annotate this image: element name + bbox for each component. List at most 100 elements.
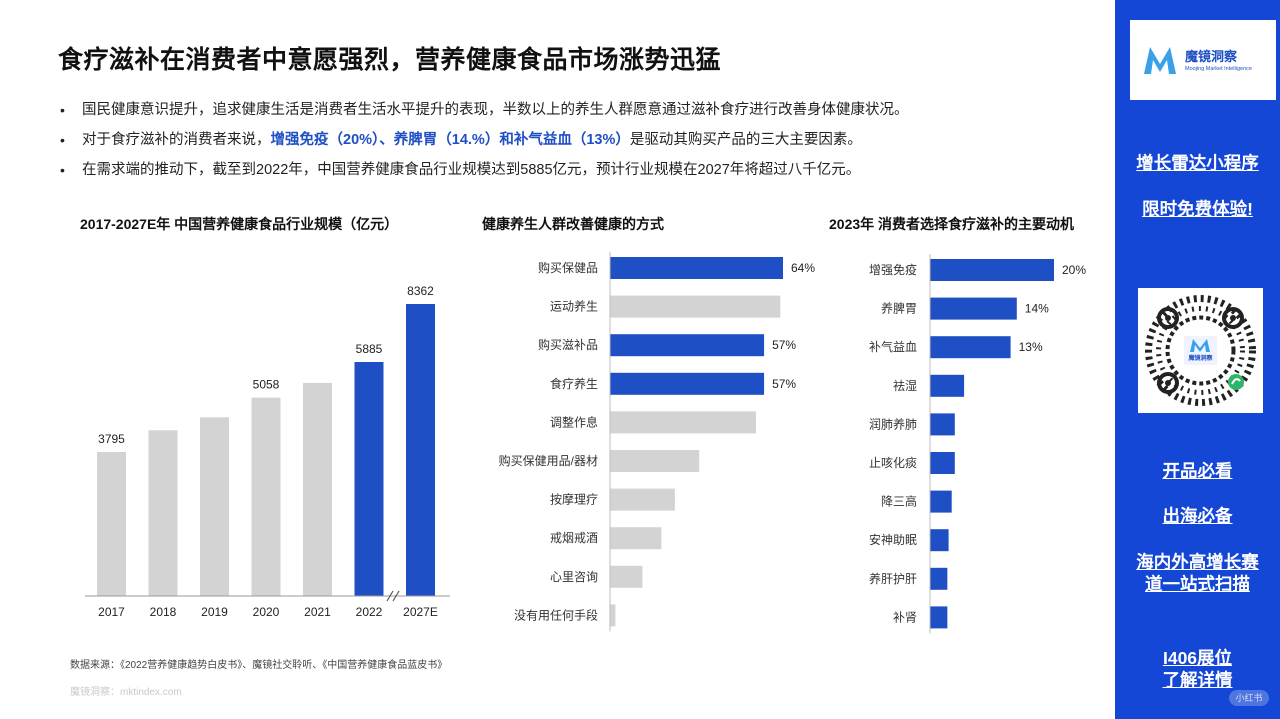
bar-1 <box>610 295 781 318</box>
bullet-dot: • <box>60 162 65 178</box>
axis-break-mark <box>386 590 394 602</box>
watermark: 魔镜洞察：mktindex.com <box>70 687 182 698</box>
bar-4 <box>930 413 955 436</box>
bullet-dot: • <box>60 132 65 148</box>
data-label-2: 57% <box>772 338 796 352</box>
bullet-dot: • <box>60 102 65 118</box>
bar-0 <box>610 257 783 279</box>
logo-m-icon <box>1144 47 1176 74</box>
bullet-item-2: • 对于食疗滋补的消费者来说，增强免疫（20%）、养脾胃（14.%）和补气益血（… <box>58 125 1108 155</box>
category-label-2: 补气益血 <box>869 339 917 354</box>
category-label-0: 购买保健品 <box>538 260 598 275</box>
qr-center-label: 魔镜洞察 <box>1188 356 1213 362</box>
page-title: 食疗滋补在消费者中意愿强烈，营养健康食品市场涨势迅猛 <box>58 46 722 74</box>
category-label-5: 止咳化痰 <box>869 455 917 470</box>
data-label-3: 57% <box>772 377 796 391</box>
bar-6 <box>610 488 675 511</box>
data-label-2020: 5058 <box>253 378 280 392</box>
chart2-title: 健康养生人群改善健康的方式 <box>482 216 664 232</box>
promo-miniprogram-link[interactable]: 增长雷达小程序 <box>1136 153 1259 173</box>
category-label-1: 运动养生 <box>550 299 598 314</box>
category-label-6: 降三高 <box>881 494 917 509</box>
bullet-text-pre: 对于食疗滋补的消费者来说， <box>82 132 271 148</box>
data-label-1: 14% <box>1025 302 1049 316</box>
category-label-5: 购买保健用品/器材 <box>499 453 598 468</box>
category-label-7: 安神助眠 <box>869 532 917 547</box>
booth-link-line1[interactable]: I406展位 <box>1162 648 1233 668</box>
category-label-2: 购买滋补品 <box>538 337 598 352</box>
tick-label-2017: 2017 <box>98 605 125 619</box>
bar-3 <box>610 372 765 395</box>
bar-2 <box>930 336 1011 359</box>
link-overseas[interactable]: 出海必备 <box>1162 506 1233 526</box>
tick-label-2020: 2020 <box>253 605 280 619</box>
bar-2020 <box>251 397 281 596</box>
link-product-selection[interactable]: 开品必看 <box>1162 461 1233 481</box>
bar-2022 <box>354 362 384 596</box>
logo: 魔镜洞察 Moojing Market Intelligence <box>1130 20 1276 100</box>
tick-label-2027E: 2027E <box>403 605 438 619</box>
bar-5 <box>610 450 700 472</box>
axis-break-mark <box>392 590 400 602</box>
data-label-0: 64% <box>791 261 815 275</box>
category-label-8: 养肝护肝 <box>869 571 917 586</box>
category-label-8: 心里咨询 <box>550 569 598 584</box>
data-source: 数据来源：《2022营养健康趋势白皮书》、魔镜社交聆听、《中国营养健康食品蓝皮书… <box>70 660 448 671</box>
data-label-2022: 5885 <box>356 342 383 356</box>
bar-8 <box>930 567 948 590</box>
bar-2027E <box>406 304 435 596</box>
category-label-9: 补肾 <box>893 610 917 624</box>
bullet-list: • 国民健康意识提升，追求健康生活是消费者生活水平提升的表现，半数以上的养生人群… <box>58 95 1108 185</box>
category-label-0: 增强免疫 <box>869 262 917 277</box>
qr-code[interactable]: 魔镜洞察 <box>1138 288 1263 413</box>
category-label-4: 润肺养肺 <box>869 416 917 431</box>
bar-8 <box>610 565 643 588</box>
category-label-9: 没有用任何手段 <box>514 607 598 622</box>
bar-7 <box>930 529 949 552</box>
tick-label-2022: 2022 <box>356 605 383 619</box>
bullet-text-highlight: 增强免疫（20%）、养脾胃（14.%）和补气益血（13%） <box>270 132 630 148</box>
tick-label-2018: 2018 <box>150 605 177 619</box>
bar-4 <box>610 411 756 434</box>
bar-1 <box>930 297 1017 320</box>
category-label-6: 按摩理疗 <box>550 492 598 507</box>
bar-2 <box>610 334 765 357</box>
category-label-3: 祛湿 <box>893 378 917 393</box>
data-label-2027E: 8362 <box>407 284 434 298</box>
logo-name: 魔镜洞察 <box>1185 49 1238 64</box>
link-growth-track-line1[interactable]: 海内外高增长赛 <box>1136 552 1259 572</box>
chart3-title: 2023年 消费者选择食疗滋补的主要动机 <box>829 216 1075 232</box>
bar-2018 <box>148 430 178 596</box>
data-label-2: 13% <box>1019 340 1043 354</box>
link-growth-track-line2[interactable]: 道一站式扫描 <box>1145 574 1250 594</box>
sidebar: 魔镜洞察 Moojing Market Intelligence 增长雷达小程序… <box>1115 0 1280 719</box>
bar-9 <box>930 606 948 629</box>
bullet-text: 国民健康意识提升，追求健康生活是消费者生活水平提升的表现，半数以上的养生人群愿意… <box>82 102 909 118</box>
bar-5 <box>930 452 955 474</box>
qr-code-icon <box>1145 295 1256 406</box>
bullet-text-post: 是驱动其购买产品的三大主要因素。 <box>629 132 862 148</box>
market-size-chart: 3795 2017 2018 2019 5058 2020 2021 5885 2022 8362… <box>85 284 450 619</box>
tonic-motives-chart: 增强免疫 20% 养脾胃 14% 补气益血 13% 祛湿润肺养肺止咳化痰降三高安神助眠养肝护… <box>869 254 1086 634</box>
bullet-text: 在需求端的推动下，截至到2022年，中国营养健康食品行业规模达到5885亿元，预… <box>82 162 861 178</box>
bar-9 <box>610 604 616 627</box>
category-label-4: 调整作息 <box>550 414 598 429</box>
slide: 食疗滋补在消费者中意愿强烈，营养健康食品市场涨势迅猛 • 国民健康意识提升，追求… <box>58 46 1108 698</box>
data-label-2017: 3795 <box>98 432 125 446</box>
bar-3 <box>930 374 965 397</box>
data-label-0: 20% <box>1062 263 1086 277</box>
bar-6 <box>930 490 952 513</box>
corner-badge: 小红书 <box>1229 690 1269 706</box>
logo-subtitle: Moojing Market Intelligence <box>1185 66 1252 72</box>
category-label-1: 养脾胃 <box>881 301 917 316</box>
bar-2021 <box>303 382 332 596</box>
category-label-3: 食疗养生 <box>550 376 598 391</box>
promo-free-trial-link[interactable]: 限时免费体验! <box>1142 199 1253 219</box>
tick-label-2021: 2021 <box>304 605 331 619</box>
tick-label-2019: 2019 <box>201 605 228 619</box>
bar-2019 <box>200 417 229 596</box>
chart1-title: 2017-2027E年 中国营养健康食品行业规模（亿元） <box>80 216 399 232</box>
booth-link-line2[interactable]: 了解详情 <box>1162 670 1233 690</box>
bar-0 <box>930 259 1054 281</box>
